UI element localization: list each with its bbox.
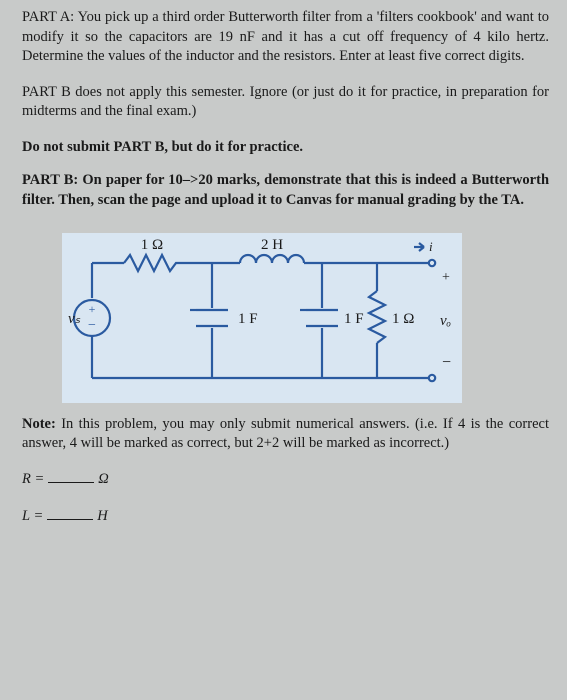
part-b-notice: PART B does not apply this semester. Ign…	[22, 83, 549, 122]
circuit-diagram: + − vₛ 1 Ω 2 H 1 F 1 F 1 Ω i + vₒ −	[22, 227, 549, 405]
svg-text:−: −	[442, 354, 451, 371]
part-b-label: PART B:	[22, 172, 78, 188]
answer-l-sym: L	[22, 508, 30, 524]
c1-label: 1 F	[238, 311, 258, 327]
vo-label: vₒ	[440, 313, 451, 329]
answer-r-unit: Ω	[98, 471, 109, 487]
part-b-paragraph: PART B: On paper for 10–>20 marks, demon…	[22, 171, 549, 210]
answer-r: R =Ω	[22, 470, 549, 490]
note-text: In this problem, you may only submit num…	[22, 416, 549, 452]
svg-text:−: −	[88, 318, 96, 333]
answer-l-unit: H	[97, 508, 107, 524]
r2-label: 1 Ω	[392, 311, 414, 327]
part-b-skip: Do not submit PART B, but do it for prac…	[22, 138, 549, 158]
part-b-text: On paper for 10–>20 marks, demonstrate t…	[22, 172, 549, 208]
part-a-label: PART A:	[22, 9, 74, 25]
answer-r-blank[interactable]	[48, 470, 94, 483]
note-paragraph: Note: In this problem, you may only subm…	[22, 415, 549, 454]
vs-label: vₛ	[68, 311, 81, 327]
r1-label: 1 Ω	[141, 237, 163, 253]
l-label: 2 H	[261, 237, 283, 253]
answer-r-sym: R	[22, 471, 31, 487]
svg-text:+: +	[442, 270, 450, 285]
answer-l-blank[interactable]	[47, 507, 93, 520]
answer-l: L =H	[22, 507, 549, 527]
svg-text:+: +	[89, 302, 96, 316]
part-a-paragraph: PART A: You pick up a third order Butter…	[22, 8, 549, 67]
part-a-text: You pick up a third order Butterworth fi…	[22, 9, 549, 64]
note-label: Note:	[22, 416, 56, 432]
c2-label: 1 F	[344, 311, 364, 327]
svg-text:i: i	[429, 239, 433, 254]
